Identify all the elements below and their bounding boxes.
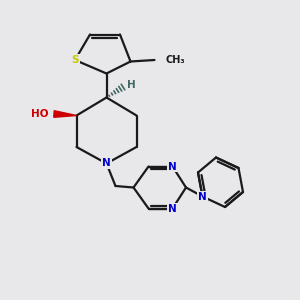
Text: S: S <box>71 55 79 65</box>
Text: N: N <box>168 203 177 214</box>
Text: H: H <box>127 80 135 90</box>
Text: N: N <box>198 191 207 202</box>
Text: HO: HO <box>31 109 49 119</box>
Text: N: N <box>168 161 177 172</box>
Text: CH₃: CH₃ <box>165 55 184 65</box>
Polygon shape <box>54 111 76 117</box>
Text: N: N <box>102 158 111 169</box>
